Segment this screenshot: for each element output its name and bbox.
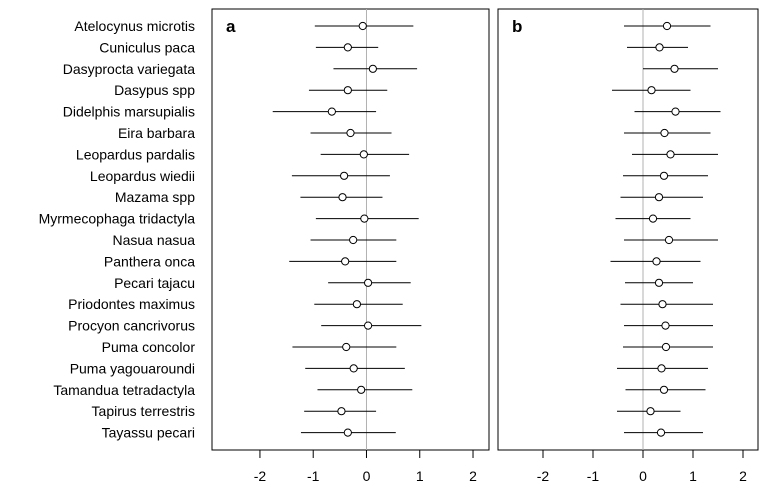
x-tick-label: -1 (587, 468, 600, 484)
species-label: Leopardus pardalis (76, 146, 195, 162)
species-label: Nasua nasua (112, 232, 195, 248)
estimate-point (343, 428, 352, 437)
estimate-point (646, 407, 655, 416)
estimate-point (337, 407, 346, 416)
estimate-point (655, 43, 664, 52)
estimate-point (661, 342, 671, 352)
estimate-point (661, 321, 670, 330)
species-label: Atelocynus microtis (74, 18, 195, 34)
panel-frame (497, 8, 759, 451)
x-tick-label: 1 (416, 468, 424, 484)
estimate-point (363, 321, 373, 330)
estimate-point (343, 43, 352, 52)
x-tick-label: -1 (307, 468, 320, 484)
estimate-point (357, 385, 366, 394)
panel-label: a (226, 17, 236, 36)
estimate-point (671, 107, 680, 116)
species-label: Leopardus wiedii (90, 168, 195, 184)
estimate-point (338, 193, 347, 202)
species-label: Mazama spp (115, 189, 195, 205)
estimate-point (662, 21, 672, 31)
x-tick-label: 2 (739, 468, 747, 484)
species-label: Pecari tajacu (114, 275, 195, 291)
estimate-point (660, 128, 669, 138)
species-label: Priodontes maximus (68, 296, 195, 312)
panel-frame (211, 8, 490, 451)
estimate-point (343, 86, 352, 95)
species-label: Procyon cancrivorus (68, 318, 195, 334)
estimate-point (342, 342, 351, 352)
species-label: Panthera onca (104, 253, 195, 269)
species-label: Dasypus spp (114, 82, 195, 98)
x-tick-label: 2 (469, 468, 477, 484)
estimate-point (654, 193, 664, 202)
estimate-point (652, 257, 661, 266)
estimate-point (648, 214, 658, 223)
estimate-point (327, 107, 336, 116)
estimate-point (352, 300, 361, 309)
estimate-point (349, 235, 358, 245)
estimate-point (654, 278, 664, 287)
estimate-point (659, 171, 669, 180)
estimate-point (666, 150, 675, 159)
species-label: Dasyprocta variegata (63, 61, 196, 77)
species-label: Tamandua tetradactyla (53, 382, 195, 398)
estimate-point (341, 257, 350, 266)
x-tick-label: -2 (537, 468, 550, 484)
panel-label: b (512, 17, 522, 36)
estimate-point (670, 64, 679, 73)
estimate-point (658, 300, 667, 309)
estimate-point (368, 64, 377, 73)
estimate-point (346, 128, 355, 138)
species-label: Puma concolor (102, 339, 196, 355)
estimate-point (659, 385, 669, 394)
x-tick-label: 0 (639, 468, 647, 484)
estimate-point (340, 171, 349, 180)
x-tick-label: 0 (363, 468, 371, 484)
species-label: Cuniculus paca (99, 39, 195, 55)
estimate-point (358, 21, 367, 31)
species-label: Puma yagouaroundi (70, 360, 195, 376)
estimate-point (656, 428, 666, 437)
species-label: Tayassu pecari (102, 425, 195, 441)
estimate-point (664, 235, 674, 245)
species-label: Myrmecophaga tridactyla (39, 211, 196, 227)
estimate-point (349, 364, 358, 373)
estimate-point (647, 86, 656, 95)
species-label: Eira barbara (118, 125, 195, 141)
estimate-point (359, 150, 368, 159)
estimate-point (657, 364, 666, 373)
x-tick-label: 1 (689, 468, 697, 484)
estimate-point (360, 214, 369, 223)
x-tick-label: -2 (254, 468, 267, 484)
estimate-point (363, 278, 373, 287)
species-label: Didelphis marsupialis (63, 104, 195, 120)
species-label: Tapirus terrestris (92, 403, 195, 419)
